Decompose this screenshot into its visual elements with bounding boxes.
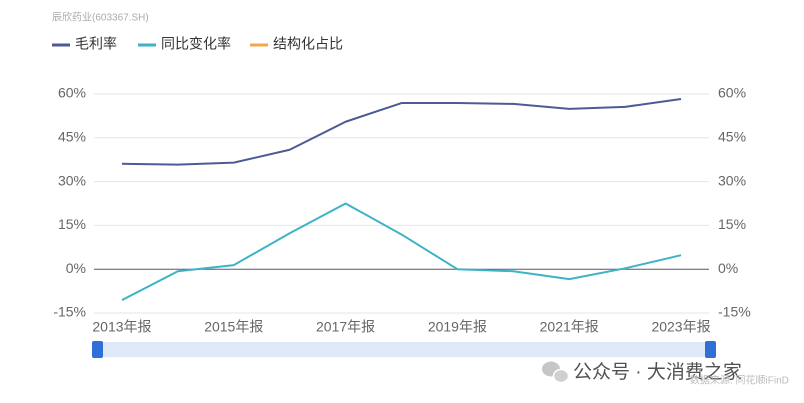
- x-tick-label: 2015年报: [204, 319, 263, 335]
- zoom-handle[interactable]: [92, 341, 103, 358]
- y-tick-label: -15%: [53, 304, 86, 320]
- x-tick-label: 2023年报: [651, 319, 710, 335]
- legend-label: 同比变化率: [161, 36, 231, 52]
- chart-title: 辰欣药业(603367.SH): [52, 11, 149, 24]
- series-line: [121, 202, 682, 302]
- y-tick-label: 0%: [66, 260, 86, 276]
- y-tick-label: 30%: [58, 172, 86, 188]
- zoom-track: [97, 342, 711, 357]
- legend-label: 结构化占比: [273, 36, 343, 52]
- y2-tick-label: 0%: [718, 260, 738, 276]
- y2-tick-label: 45%: [718, 129, 746, 145]
- y2-tick-label: 60%: [718, 85, 746, 101]
- y-tick-label: 45%: [58, 129, 86, 145]
- y2-tick-label: -15%: [718, 304, 751, 320]
- watermark-icon: [542, 361, 570, 384]
- y2-tick-label: 30%: [718, 172, 746, 188]
- zoom-handle[interactable]: [705, 341, 716, 358]
- y-tick-label: 60%: [58, 85, 86, 101]
- y2-tick-label: 15%: [718, 216, 746, 232]
- watermark: 公众号 · 大消费之家: [573, 361, 742, 383]
- x-tick-label: 2013年报: [92, 319, 151, 335]
- x-tick-label: 2017年报: [316, 319, 375, 335]
- y-tick-label: 15%: [58, 216, 86, 232]
- source-note: 数据来源: 同花顺iFinD: [690, 374, 789, 387]
- x-tick-label: 2019年报: [428, 319, 487, 335]
- series-line: [121, 97, 682, 166]
- data-zoom[interactable]: [92, 341, 716, 358]
- legend-label: 毛利率: [75, 36, 117, 52]
- x-tick-label: 2021年报: [540, 319, 599, 335]
